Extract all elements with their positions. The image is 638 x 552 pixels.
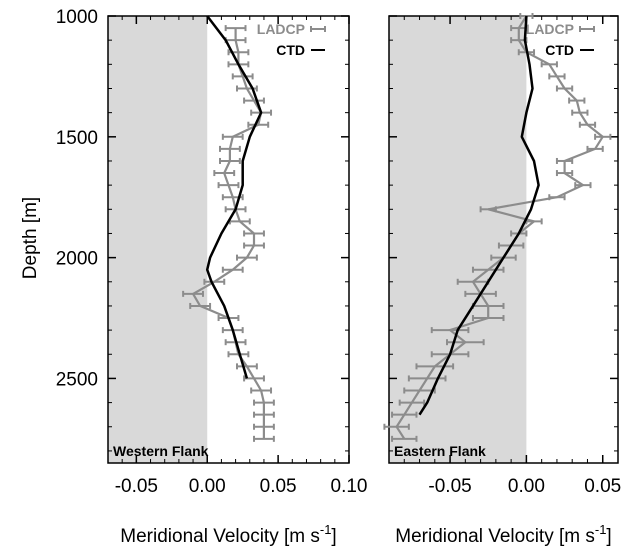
y-tick-label: 1000 [56, 7, 98, 28]
panel-label: Eastern Flank [394, 443, 486, 459]
ctd-profile-line [205, 15, 263, 379]
x-tick-label: 0.00 [189, 476, 226, 497]
negative-shade [389, 16, 527, 463]
x-tick-label: 0.00 [508, 476, 545, 497]
y-tick-label: 2500 [56, 369, 98, 390]
x-tick-label: 0.05 [260, 476, 297, 497]
panel-label: Western Flank [113, 443, 209, 459]
negative-shade [108, 16, 208, 463]
panel-western-flank: -0.05 0.00 0.05 0.10 1000 1500 2000 2500 LADCP CT… [56, 7, 368, 547]
ladcp-profile-line [191, 28, 265, 439]
x-axis-label-text: Meridional Velocity [m s [395, 526, 595, 547]
x-tick-label: 0.05 [584, 476, 621, 497]
x-axis-label: Meridional Velocity [m s-1] [395, 522, 611, 547]
x-tick-label: -0.05 [115, 476, 158, 497]
x-axis-label: Meridional Velocity [m s-1] [120, 522, 336, 547]
x-axis-label-bracket: ] [331, 526, 336, 547]
legend-label-ladcp: LADCP [257, 21, 305, 37]
legend-label-ladcp: LADCP [526, 21, 574, 37]
x-axis-label-bracket: ] [606, 526, 611, 547]
plot-frame [107, 15, 350, 464]
legend-label-ctd: CTD [545, 42, 574, 58]
panel-eastern-flank: -0.05 0.00 0.05 LADCP CTD Eastern Flank Meridi… [383, 13, 621, 547]
y-axis-label: Depth [m] [20, 197, 41, 279]
x-tick-label: 0.10 [331, 476, 368, 497]
x-axis-label-text: Meridional Velocity [m s [120, 526, 320, 547]
ctd-profile-line [418, 15, 540, 416]
x-axis-label-superscript: -1 [595, 522, 607, 537]
x-tick-label: -0.05 [428, 476, 471, 497]
y-tick-label: 2000 [56, 249, 98, 270]
legend-label-ctd: CTD [276, 42, 305, 58]
ladcp-profile-line [395, 15, 605, 440]
y-tick-label: 1500 [56, 128, 98, 149]
x-axis-label-superscript: -1 [320, 522, 332, 537]
plot-frame [388, 15, 619, 464]
